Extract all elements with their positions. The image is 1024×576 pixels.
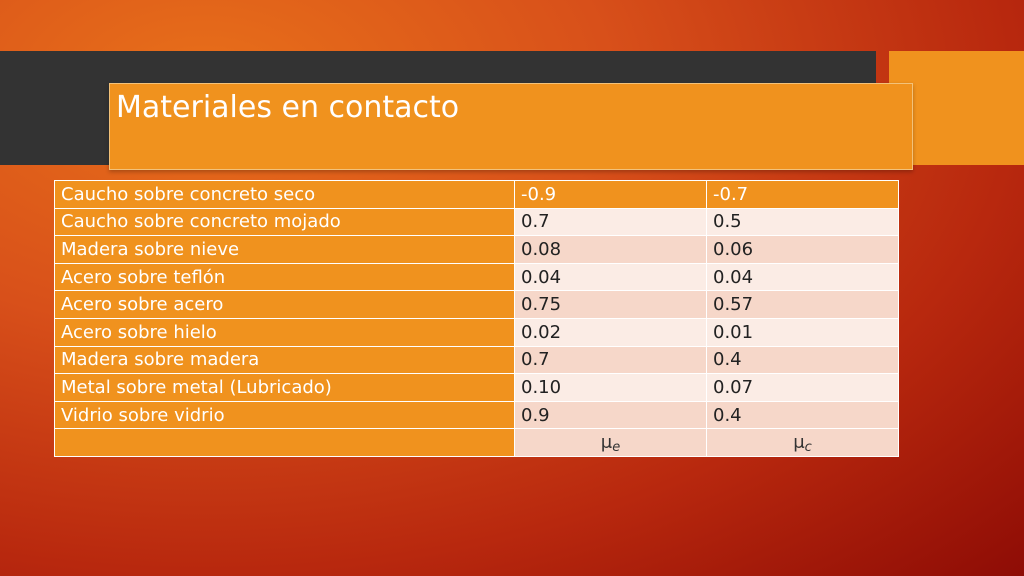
table-footer-row: μe μc — [54, 428, 899, 457]
table-row: Caucho sobre concreto mojado 0.7 0.5 — [54, 207, 899, 237]
mu-e-cell: 0.10 — [514, 373, 707, 402]
table-row: Madera sobre nieve 0.08 0.06 — [54, 235, 899, 264]
material-cell: Acero sobre acero — [54, 290, 515, 319]
table-row: Metal sobre metal (Lubricado) 0.10 0.07 — [54, 373, 899, 402]
mu-c-header: μc — [706, 428, 899, 457]
table-row: Caucho sobre concreto seco -0.9 -0.7 — [54, 180, 899, 209]
mu-subscript: c — [804, 440, 812, 456]
table-row: Madera sobre madera 0.7 0.4 — [54, 345, 899, 375]
mu-c-cell: 0.4 — [706, 345, 899, 375]
mu-c-cell: 0.04 — [706, 262, 899, 292]
mu-e-cell: 0.7 — [514, 345, 707, 375]
material-cell: Caucho sobre concreto seco — [54, 180, 515, 209]
table-row: Acero sobre teflón 0.04 0.04 — [54, 262, 899, 292]
mu-c-cell: 0.5 — [706, 207, 899, 237]
title-box: Materiales en contacto — [109, 83, 913, 170]
material-cell: Vidrio sobre vidrio — [54, 400, 515, 430]
mu-e-cell: 0.04 — [514, 262, 707, 292]
mu-e-cell: 0.75 — [514, 290, 707, 319]
mu-c-cell: 0.07 — [706, 373, 899, 402]
table-row: Acero sobre hielo 0.02 0.01 — [54, 317, 899, 347]
mu-c-cell: -0.7 — [706, 180, 899, 209]
empty-cell — [54, 428, 515, 457]
mu-e-cell: 0.08 — [514, 235, 707, 264]
slide-title: Materiales en contacto — [116, 90, 460, 125]
mu-e-cell: 0.7 — [514, 207, 707, 237]
mu-e-header: μe — [514, 428, 707, 457]
table-row: Acero sobre acero 0.75 0.57 — [54, 290, 899, 319]
friction-table: Caucho sobre concreto seco -0.9 -0.7 Cau… — [54, 180, 899, 457]
material-cell: Madera sobre madera — [54, 345, 515, 375]
mu-e-cell: -0.9 — [514, 180, 707, 209]
mu-c-cell: 0.01 — [706, 317, 899, 347]
mu-c-cell: 0.06 — [706, 235, 899, 264]
mu-c-cell: 0.4 — [706, 400, 899, 430]
table-row: Vidrio sobre vidrio 0.9 0.4 — [54, 400, 899, 430]
material-cell: Madera sobre nieve — [54, 235, 515, 264]
mu-subscript: e — [612, 440, 621, 456]
mu-c-cell: 0.57 — [706, 290, 899, 319]
mu-symbol: μ — [793, 432, 805, 454]
material-cell: Acero sobre teflón — [54, 262, 515, 292]
mu-e-cell: 0.02 — [514, 317, 707, 347]
material-cell: Metal sobre metal (Lubricado) — [54, 373, 515, 402]
material-cell: Caucho sobre concreto mojado — [54, 207, 515, 237]
material-cell: Acero sobre hielo — [54, 317, 515, 347]
mu-symbol: μ — [600, 432, 613, 454]
mu-e-cell: 0.9 — [514, 400, 707, 430]
